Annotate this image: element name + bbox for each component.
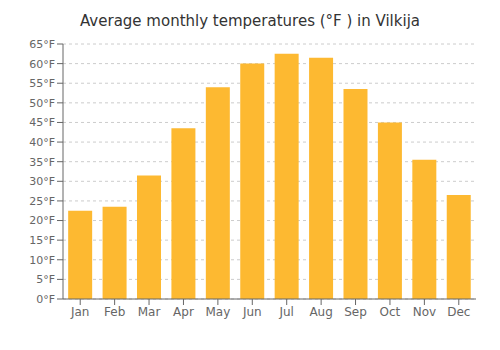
svg-text:0°F: 0°F xyxy=(36,293,55,306)
svg-text:5°F: 5°F xyxy=(36,273,55,286)
svg-text:25°F: 25°F xyxy=(29,195,55,208)
svg-text:Nov: Nov xyxy=(413,305,436,319)
svg-text:55°F: 55°F xyxy=(29,77,55,90)
svg-text:Mar: Mar xyxy=(138,305,161,319)
svg-text:15°F: 15°F xyxy=(29,234,55,247)
html-text:Average monthly temperatures (: Average monthly temperatures (°F ) in Vi… xyxy=(80,12,420,30)
svg-text:Feb: Feb xyxy=(104,305,125,319)
svg-text:30°F: 30°F xyxy=(29,175,55,188)
svg-text:Aug: Aug xyxy=(309,305,332,319)
svg-text:Apr: Apr xyxy=(173,305,194,319)
svg-text:35°F: 35°F xyxy=(29,156,55,169)
svg-text:May: May xyxy=(205,305,230,319)
svg-text:Jun: Jun xyxy=(242,305,262,319)
svg-text:60°F: 60°F xyxy=(29,58,55,71)
svg-text:Oct: Oct xyxy=(380,305,401,319)
svg-text:10°F: 10°F xyxy=(29,254,55,267)
svg-text:50°F: 50°F xyxy=(29,97,55,110)
svg-text:20°F: 20°F xyxy=(29,214,55,227)
svg-text:Jul: Jul xyxy=(278,305,293,319)
svg-text:40°F: 40°F xyxy=(29,136,55,149)
svg-text:45°F: 45°F xyxy=(29,116,55,129)
svg-text:Sep: Sep xyxy=(344,305,367,319)
svg-text:Dec: Dec xyxy=(447,305,470,319)
svg-text:65°F: 65°F xyxy=(29,38,55,51)
svg-text:Jan: Jan xyxy=(70,305,90,319)
